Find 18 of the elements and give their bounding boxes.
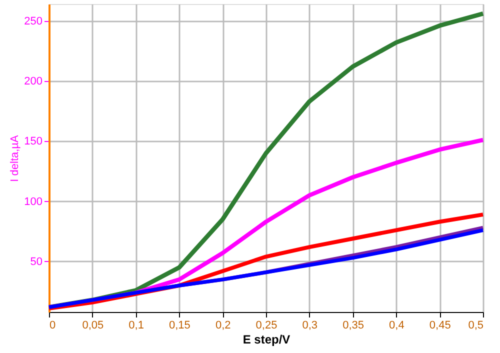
y-tick-label: 150 (24, 136, 42, 148)
x-tick-label: 0 (50, 320, 56, 332)
x-tick-label: 0,05 (82, 320, 104, 332)
x-tick-label: 0,2 (215, 320, 231, 332)
x-axis-title: E step/V (242, 332, 290, 346)
x-tick-label: 0,15 (168, 320, 190, 332)
x-tick-label: 0,5 (468, 320, 484, 332)
y-tick-label: 50 (30, 256, 42, 268)
x-tick-label: 0,3 (302, 320, 318, 332)
y-tick-label: 200 (24, 76, 42, 88)
y-tick-label: 100 (24, 196, 42, 208)
x-tick-label: 0,45 (429, 320, 451, 332)
x-tick-label: 0,35 (342, 320, 364, 332)
x-tick-label: 0,4 (389, 320, 404, 332)
x-tick-label: 0,25 (256, 320, 278, 332)
x-tick-label: 0,1 (128, 320, 144, 332)
y-tick-label: 250 (24, 15, 42, 28)
y-axis-title: I delta,µA (9, 134, 22, 182)
